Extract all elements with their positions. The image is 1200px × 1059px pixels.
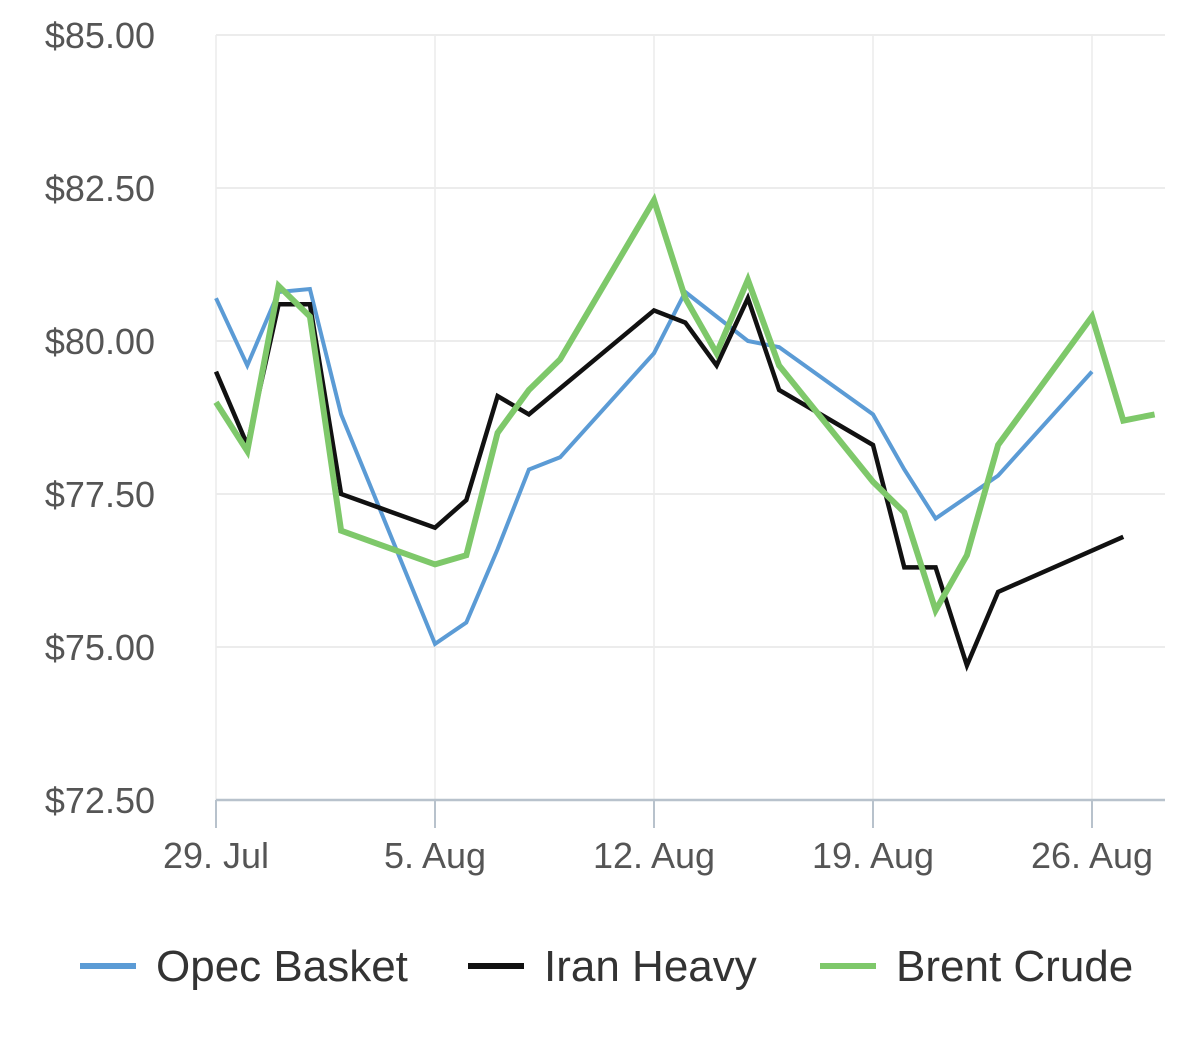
series-lines [213,192,1156,672]
x-tick-label: 5. Aug [384,835,486,876]
legend-item[interactable]: Iran Heavy [468,942,757,991]
y-tick-label: $85.00 [45,15,155,56]
series-line-opec-basket [214,286,1094,647]
y-tick-label: $72.50 [45,780,155,821]
legend-label: Opec Basket [156,942,408,991]
axes [215,798,1165,828]
x-tick-label: 26. Aug [1031,835,1153,876]
legend-label: Iran Heavy [544,942,757,991]
x-axis-ticks: 29. Jul 5. Aug 12. Aug 19. Aug 26. Aug [163,835,1153,876]
legend: Opec Basket Iran Heavy Brent Crude [80,942,1133,991]
y-tick-label: $75.00 [45,627,155,668]
grid-lines [215,34,1165,800]
legend-label: Brent Crude [896,942,1133,991]
y-tick-label: $80.00 [45,321,155,362]
legend-item[interactable]: Brent Crude [820,942,1133,991]
series-line-brent-crude [213,192,1156,618]
y-tick-label: $82.50 [45,168,155,209]
legend-item[interactable]: Opec Basket [80,942,408,991]
x-tick-label: 12. Aug [593,835,715,876]
x-tick-label: 19. Aug [812,835,934,876]
x-tick-label: 29. Jul [163,835,269,876]
y-tick-label: $77.50 [45,474,155,515]
y-axis-ticks: $85.00 $82.50 $80.00 $77.50 $75.00 $72.50 [45,15,155,821]
